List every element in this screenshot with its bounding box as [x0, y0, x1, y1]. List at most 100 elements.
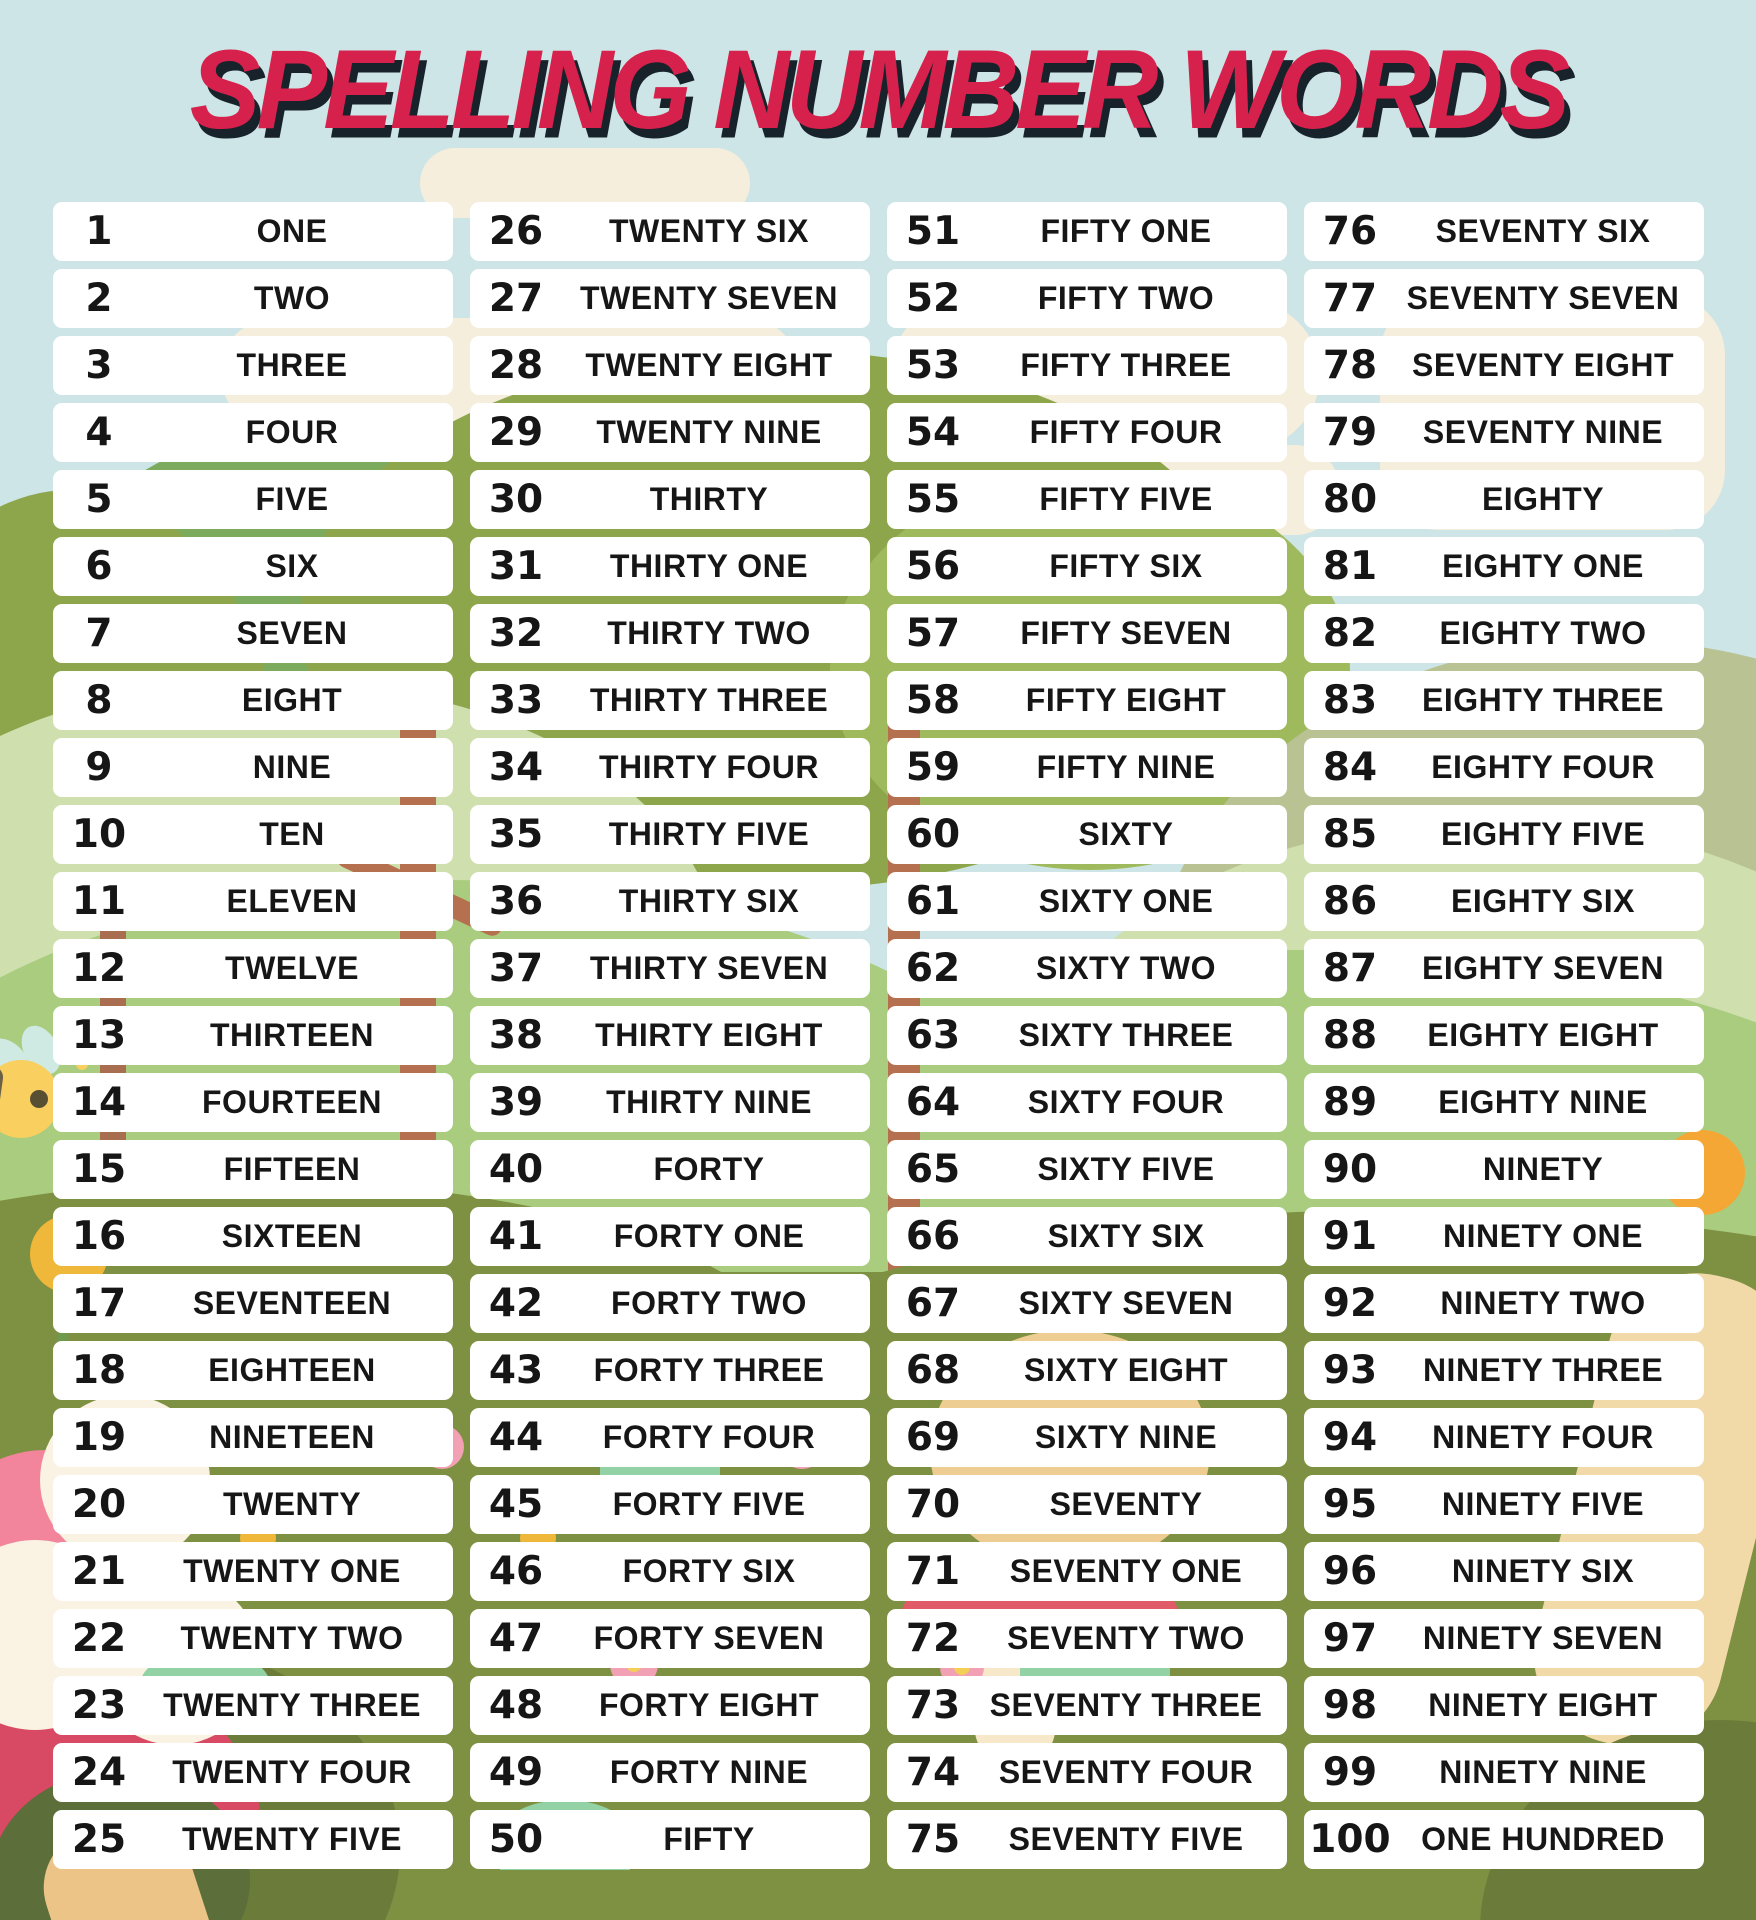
row-number: 8: [85, 678, 113, 723]
row-word: FIFTY FOUR: [1029, 414, 1223, 450]
number-word-row: 59 FIFTY NINE: [887, 738, 1287, 797]
row-number: 1: [85, 209, 113, 254]
number-word-row: 87 EIGHTY SEVEN: [1304, 939, 1704, 998]
number-word-row: 18 EIGHTEEN: [53, 1341, 453, 1400]
column-26-50: 26 TWENTY SIX 27 TWENTY SEVEN 28 TWENTY …: [470, 202, 870, 1877]
number-word-row: 35 THIRTY FIVE: [470, 805, 870, 864]
row-number: 99: [1322, 1750, 1378, 1795]
row-word: NINETY FIVE: [1441, 1486, 1645, 1522]
row-word: FOUR: [245, 414, 339, 450]
row-number: 70: [905, 1482, 961, 1527]
number-word-row: 46 FORTY SIX: [470, 1542, 870, 1601]
row-number: 31: [488, 544, 544, 589]
row-number: 95: [1322, 1482, 1378, 1527]
row-word: SIXTY NINE: [1034, 1419, 1218, 1455]
row-word: SEVENTY NINE: [1422, 414, 1664, 450]
row-word: EIGHTEEN: [208, 1352, 376, 1388]
row-word: THIRTEEN: [210, 1017, 374, 1053]
row-number: 45: [488, 1482, 544, 1527]
row-word: SIXTY FIVE: [1037, 1151, 1215, 1187]
number-word-row: 11 ELEVEN: [53, 872, 453, 931]
row-number: 71: [905, 1549, 961, 1594]
column-76-100: 76 SEVENTY SIX 77 SEVENTY SEVEN 78 SEVEN…: [1304, 202, 1704, 1877]
row-number: 80: [1322, 477, 1378, 522]
number-word-row: 100 ONE HUNDRED: [1304, 1810, 1704, 1869]
row-word: FORTY FOUR: [602, 1419, 816, 1455]
row-number: 51: [905, 209, 961, 254]
row-word: FORTY THREE: [593, 1352, 825, 1388]
row-word: NINETY SIX: [1451, 1553, 1635, 1589]
row-word: TWENTY FIVE: [181, 1821, 403, 1857]
number-word-row: 20 TWENTY: [53, 1475, 453, 1534]
row-word: SEVENTY SIX: [1435, 213, 1651, 249]
row-word: FIFTY THREE: [1020, 347, 1232, 383]
number-word-row: 78 SEVENTY EIGHT: [1304, 336, 1704, 395]
row-word: THIRTY FOUR: [598, 749, 819, 785]
row-word: TWELVE: [225, 950, 359, 986]
row-word: THIRTY SEVEN: [589, 950, 829, 986]
row-number: 85: [1322, 812, 1378, 857]
number-word-row: 9 NINE: [53, 738, 453, 797]
number-word-row: 14 FOURTEEN: [53, 1073, 453, 1132]
number-word-row: 68 SIXTY EIGHT: [887, 1341, 1287, 1400]
number-word-row: 93 NINETY THREE: [1304, 1341, 1704, 1400]
row-number: 17: [71, 1281, 127, 1326]
row-word: EIGHTY SIX: [1450, 883, 1635, 919]
number-word-row: 34 THIRTY FOUR: [470, 738, 870, 797]
number-word-row: 81 EIGHTY ONE: [1304, 537, 1704, 596]
row-number: 86: [1322, 879, 1378, 924]
row-word: FIFTY FIVE: [1039, 481, 1213, 517]
number-word-row: 38 THIRTY EIGHT: [470, 1006, 870, 1065]
number-word-row: 65 SIXTY FIVE: [887, 1140, 1287, 1199]
number-word-row: 31 THIRTY ONE: [470, 537, 870, 596]
number-word-row: 70 SEVENTY: [887, 1475, 1287, 1534]
row-word: SEVENTY EIGHT: [1412, 347, 1674, 383]
row-number: 89: [1322, 1080, 1378, 1125]
number-word-row: 22 TWENTY TWO: [53, 1609, 453, 1668]
number-word-row: 86 EIGHTY SIX: [1304, 872, 1704, 931]
row-number: 9: [85, 745, 113, 790]
row-word: NINETY THREE: [1422, 1352, 1664, 1388]
row-number: 42: [488, 1281, 544, 1326]
row-number: 68: [905, 1348, 961, 1393]
row-word: THREE: [236, 347, 348, 383]
row-word: TWENTY NINE: [596, 414, 822, 450]
row-word: TWENTY SEVEN: [580, 280, 838, 316]
row-word: TWENTY FOUR: [172, 1754, 412, 1790]
row-number: 23: [71, 1683, 127, 1728]
row-number: 11: [71, 879, 127, 924]
number-word-row: 5 FIVE: [53, 470, 453, 529]
row-word: FORTY TWO: [611, 1285, 807, 1321]
row-word: TEN: [259, 816, 325, 852]
row-word: FORTY ONE: [613, 1218, 805, 1254]
number-word-row: 61 SIXTY ONE: [887, 872, 1287, 931]
row-word: FIFTY NINE: [1036, 749, 1216, 785]
row-word: THIRTY TWO: [607, 615, 811, 651]
row-word: EIGHTY THREE: [1422, 682, 1664, 718]
row-word: SEVENTY THREE: [989, 1687, 1263, 1723]
row-number: 44: [488, 1415, 544, 1460]
row-word: FIFTY SEVEN: [1020, 615, 1232, 651]
row-word: FORTY EIGHT: [598, 1687, 820, 1723]
number-word-row: 4 FOUR: [53, 403, 453, 462]
number-word-row: 82 EIGHTY TWO: [1304, 604, 1704, 663]
row-word: EIGHT: [241, 682, 343, 718]
number-word-row: 95 NINETY FIVE: [1304, 1475, 1704, 1534]
row-number: 40: [488, 1147, 544, 1192]
row-number: 29: [488, 410, 544, 455]
row-word: TWENTY TWO: [180, 1620, 404, 1656]
row-word: FORTY: [653, 1151, 765, 1187]
row-number: 72: [905, 1616, 961, 1661]
number-word-row: 44 FORTY FOUR: [470, 1408, 870, 1467]
row-word: SEVENTY TWO: [1007, 1620, 1245, 1656]
number-word-row: 84 EIGHTY FOUR: [1304, 738, 1704, 797]
number-word-row: 41 FORTY ONE: [470, 1207, 870, 1266]
number-word-row: 25 TWENTY FIVE: [53, 1810, 453, 1869]
row-word: SEVENTY: [1049, 1486, 1203, 1522]
row-number: 16: [71, 1214, 127, 1259]
number-word-row: 85 EIGHTY FIVE: [1304, 805, 1704, 864]
row-number: 15: [71, 1147, 127, 1192]
number-word-row: 90 NINETY: [1304, 1140, 1704, 1199]
row-number: 90: [1322, 1147, 1378, 1192]
number-word-row: 67 SIXTY SEVEN: [887, 1274, 1287, 1333]
